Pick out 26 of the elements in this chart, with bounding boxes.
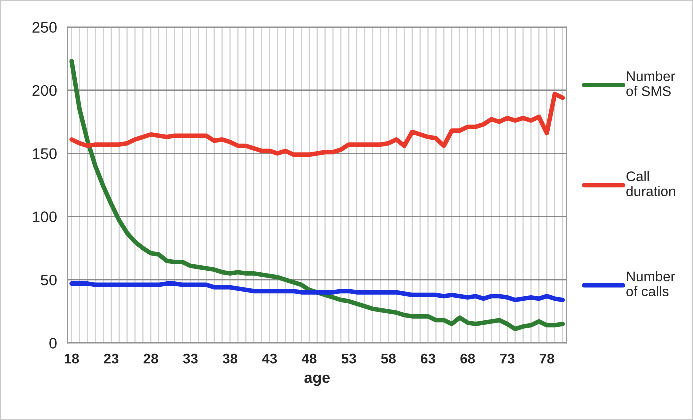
- x-tick-label: 63: [421, 354, 436, 364]
- y-tick-label: 50: [41, 274, 57, 286]
- x-tick-label: 73: [500, 354, 515, 364]
- y-tick-label: 250: [32, 22, 57, 33]
- y-tick-label: 200: [32, 85, 57, 96]
- y-tick-label: 100: [33, 212, 57, 222]
- line-series: [70, 282, 566, 302]
- x-axis-title: age: [304, 374, 330, 386]
- x-tick-label: 23: [104, 354, 119, 364]
- x-tick-label: 48: [302, 354, 317, 364]
- line-series: [70, 59, 566, 332]
- line-series: [70, 92, 566, 158]
- x-tick-label: 58: [381, 354, 396, 364]
- x-tick-label: 78: [540, 354, 554, 364]
- x-tick-label: 68: [460, 354, 476, 364]
- y-tick-label: 150: [33, 148, 57, 160]
- x-tick-label: 43: [262, 354, 278, 364]
- legend-label: Call duration: [626, 171, 676, 196]
- legend-label: Number of calls: [626, 271, 676, 297]
- x-tick-label: 33: [183, 354, 198, 364]
- x-tick-label: 28: [144, 354, 158, 364]
- x-tick-label: 38: [222, 354, 238, 364]
- legend-label: Number of SMS: [626, 71, 676, 96]
- y-tick-label: 0: [50, 338, 57, 349]
- x-tick-label: 53: [342, 354, 356, 364]
- x-tick-label: 18: [65, 354, 80, 364]
